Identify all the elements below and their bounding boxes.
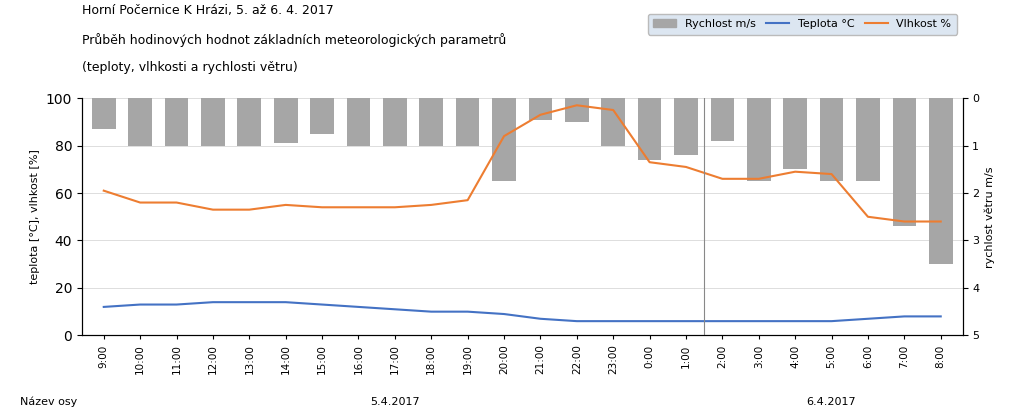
Bar xyxy=(638,98,662,160)
Bar xyxy=(601,98,625,146)
Bar xyxy=(238,98,261,146)
Bar xyxy=(674,98,697,155)
Y-axis label: rychlost větru m/s: rychlost větru m/s xyxy=(985,166,995,267)
Bar xyxy=(893,98,916,226)
Bar xyxy=(856,98,880,181)
Bar xyxy=(820,98,844,181)
Text: Název osy: Název osy xyxy=(20,396,78,407)
Bar xyxy=(456,98,479,146)
Bar xyxy=(92,98,116,129)
Bar xyxy=(528,98,552,119)
Bar xyxy=(347,98,371,146)
Bar xyxy=(201,98,224,146)
Bar xyxy=(711,98,734,141)
Bar xyxy=(165,98,188,146)
Bar xyxy=(783,98,807,169)
Text: Horní Počernice K Hrázi, 5. až 6. 4. 2017: Horní Počernice K Hrázi, 5. až 6. 4. 201… xyxy=(82,4,334,17)
Y-axis label: teplota [°C], vlhkost [%]: teplota [°C], vlhkost [%] xyxy=(31,149,40,284)
Bar xyxy=(746,98,771,181)
Bar xyxy=(493,98,516,181)
Bar xyxy=(273,98,298,143)
Text: Průběh hodinových hodnot základních meteorologických parametrů: Průběh hodinových hodnot základních mete… xyxy=(82,33,506,47)
Bar xyxy=(929,98,952,264)
Bar xyxy=(565,98,589,122)
Text: 5.4.2017: 5.4.2017 xyxy=(370,397,420,407)
Legend: Rychlost m/s, Teplota °C, Vlhkost %: Rychlost m/s, Teplota °C, Vlhkost % xyxy=(648,13,957,35)
Bar xyxy=(128,98,152,146)
Text: (teploty, vlhkosti a rychlosti větru): (teploty, vlhkosti a rychlosti větru) xyxy=(82,61,298,74)
Text: 6.4.2017: 6.4.2017 xyxy=(807,397,856,407)
Bar xyxy=(310,98,334,134)
Bar xyxy=(383,98,407,146)
Bar xyxy=(420,98,443,146)
